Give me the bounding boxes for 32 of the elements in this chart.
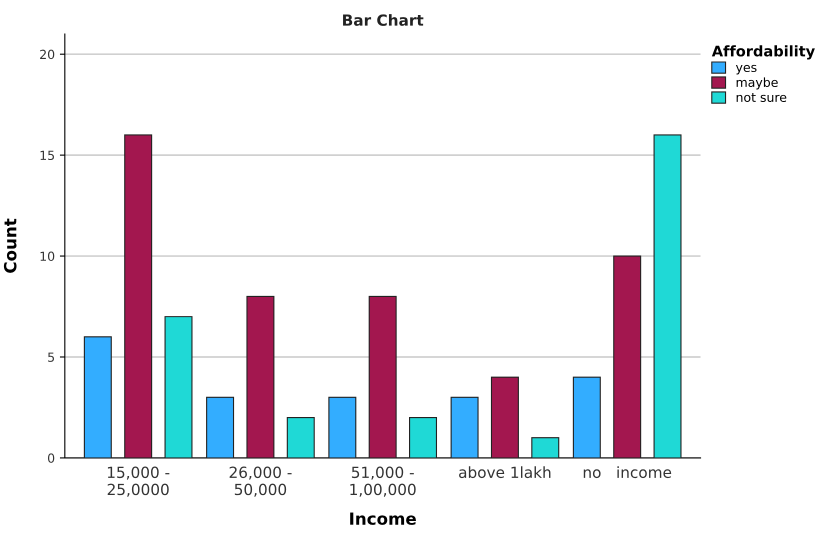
y-tick-label: 20 (40, 50, 54, 60)
bar (572, 376, 601, 458)
bar (164, 316, 193, 458)
bar (328, 396, 356, 458)
y-tick-label: 0 (48, 453, 54, 463)
x-axis-title: Income (350, 512, 416, 525)
legend-label: not sure (736, 93, 786, 102)
legend-label: yes (736, 64, 757, 74)
bar (246, 296, 274, 458)
x-tick-label: 15,000 - 25,0000 (108, 466, 170, 497)
y-tick-label: 15 (40, 150, 54, 160)
bar (450, 396, 479, 458)
bar (490, 376, 519, 458)
bar (531, 437, 560, 458)
bar (368, 296, 397, 458)
bar (654, 134, 682, 458)
chart-title: Bar Chart (343, 14, 424, 26)
bar (206, 396, 234, 458)
y-tick-label: 5 (48, 352, 54, 362)
legend-label: maybe (736, 77, 778, 90)
x-tick-label: 26,000 - 50,000 (230, 466, 292, 497)
x-tick-label: 51,000 - 1,00,000 (350, 466, 416, 497)
y-tick-label: 10 (40, 252, 54, 261)
bar (613, 256, 642, 458)
y-axis-title: Count (4, 218, 17, 273)
legend-title: Affordability (712, 45, 815, 60)
bar (84, 336, 112, 458)
bar (286, 416, 315, 458)
x-tick-label: above 1lakh (459, 466, 550, 478)
x-tick-label: no income (584, 466, 672, 478)
bar (409, 416, 438, 458)
bar (124, 134, 152, 458)
